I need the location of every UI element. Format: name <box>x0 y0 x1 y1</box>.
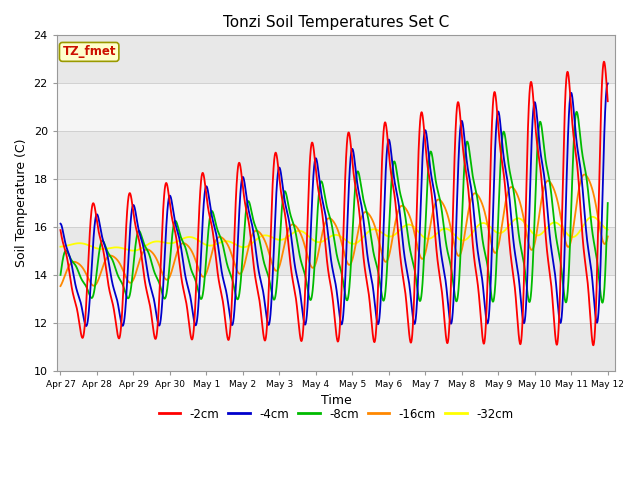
Bar <box>57 275 615 323</box>
-4cm <box>465 172 473 178</box>
-32cm <box>465 234 473 240</box>
-16cm <box>465 206 473 212</box>
-16cm <box>266 252 273 258</box>
Y-axis label: Soil Temperature (C): Soil Temperature (C) <box>15 139 28 267</box>
Line: -2cm: -2cm <box>61 61 608 345</box>
-32cm <box>507 221 515 227</box>
Title: Tonzi Soil Temperatures Set C: Tonzi Soil Temperatures Set C <box>223 15 449 30</box>
-2cm <box>413 219 420 225</box>
-32cm <box>266 233 273 239</box>
-4cm <box>156 321 164 327</box>
-32cm <box>129 248 137 253</box>
-32cm <box>385 234 392 240</box>
-32cm <box>589 214 596 220</box>
-32cm <box>57 244 65 250</box>
Bar <box>57 179 615 227</box>
-8cm <box>598 300 606 306</box>
Line: -4cm: -4cm <box>61 84 608 326</box>
Line: -8cm: -8cm <box>61 112 608 303</box>
-16cm <box>580 172 588 178</box>
Bar <box>57 131 615 179</box>
-2cm <box>589 342 597 348</box>
-4cm <box>413 307 420 313</box>
-4cm <box>604 81 612 86</box>
Bar <box>57 83 615 131</box>
-2cm <box>465 192 473 198</box>
-4cm <box>83 323 90 329</box>
Line: -32cm: -32cm <box>61 217 608 251</box>
-32cm <box>413 227 420 232</box>
Line: -16cm: -16cm <box>61 175 608 286</box>
-2cm <box>266 264 273 270</box>
-32cm <box>156 239 164 244</box>
Bar <box>57 36 615 83</box>
-8cm <box>266 278 273 284</box>
-8cm <box>507 172 515 178</box>
-2cm <box>156 281 164 287</box>
-16cm <box>413 239 420 245</box>
-16cm <box>57 283 65 289</box>
-2cm <box>385 148 392 154</box>
-2cm <box>507 250 515 256</box>
-4cm <box>266 319 273 324</box>
-8cm <box>156 282 164 288</box>
Bar <box>57 323 615 371</box>
-8cm <box>385 232 392 238</box>
X-axis label: Time: Time <box>321 395 351 408</box>
-8cm <box>604 200 612 206</box>
-8cm <box>57 272 65 278</box>
-8cm <box>465 144 473 150</box>
-16cm <box>507 184 515 190</box>
-16cm <box>156 264 164 270</box>
-4cm <box>507 207 515 213</box>
-16cm <box>385 254 392 260</box>
-2cm <box>57 227 65 233</box>
-8cm <box>573 109 580 115</box>
-4cm <box>57 221 65 227</box>
-4cm <box>385 137 392 143</box>
-2cm <box>604 98 612 104</box>
Bar <box>57 227 615 275</box>
-2cm <box>600 59 608 64</box>
Legend: -2cm, -4cm, -8cm, -16cm, -32cm: -2cm, -4cm, -8cm, -16cm, -32cm <box>154 403 518 425</box>
-32cm <box>604 227 612 232</box>
-8cm <box>413 279 420 285</box>
Text: TZ_fmet: TZ_fmet <box>63 46 116 59</box>
-4cm <box>604 81 611 86</box>
-16cm <box>604 234 612 240</box>
